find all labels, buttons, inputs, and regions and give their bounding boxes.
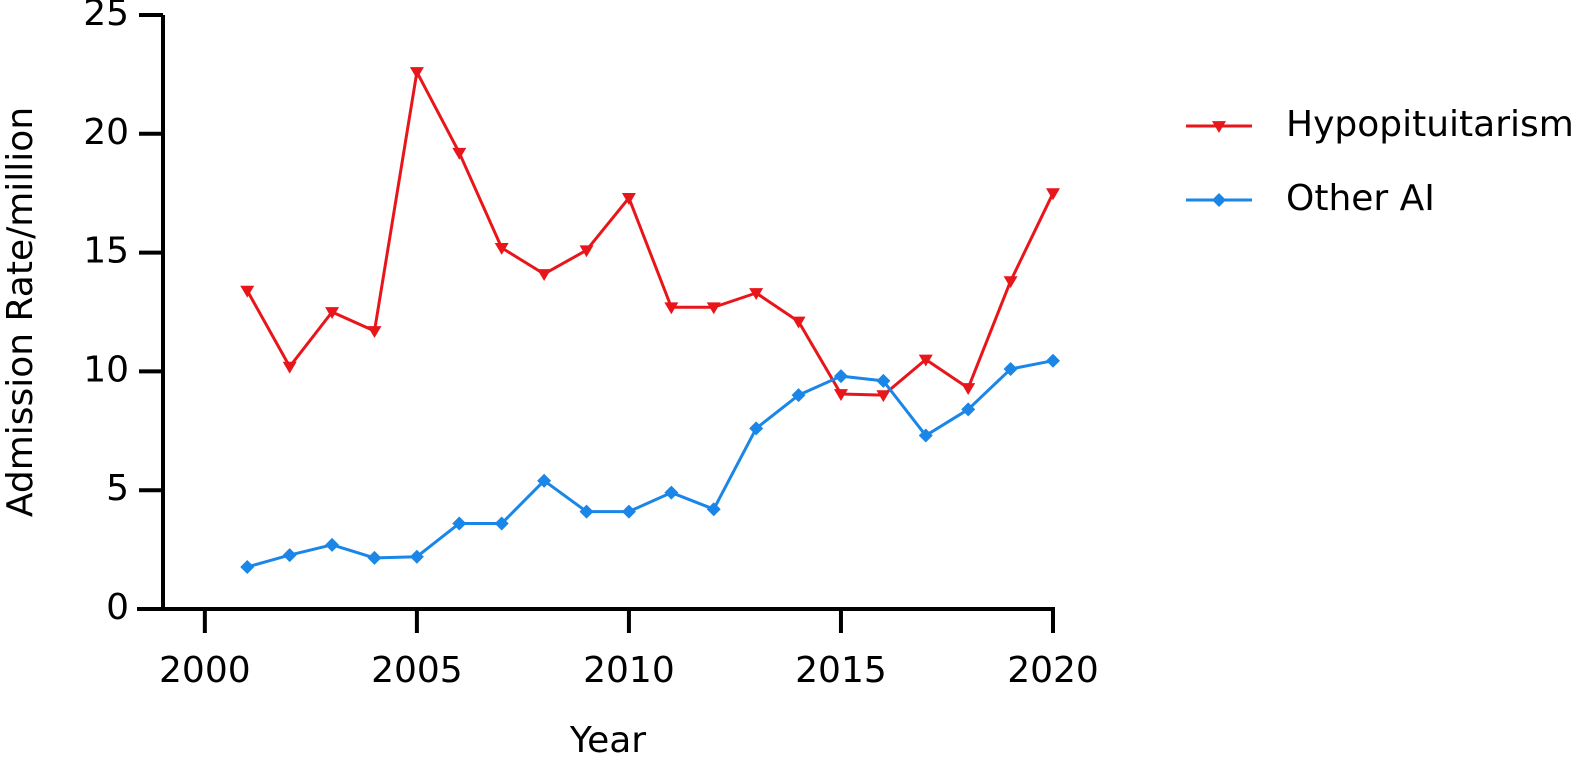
marker [367, 550, 382, 565]
marker [494, 242, 509, 255]
x-tick-label: 2015 [795, 650, 887, 691]
marker [1046, 188, 1060, 201]
marker [1003, 362, 1018, 377]
marker [409, 67, 424, 80]
marker [833, 369, 848, 384]
marker [579, 504, 594, 519]
marker [240, 559, 255, 574]
marker [961, 383, 976, 396]
marker [282, 548, 297, 563]
marker [706, 502, 721, 517]
marker [833, 389, 848, 401]
marker [1003, 276, 1018, 289]
series-line [245, 70, 1055, 397]
x-tick-label: 2010 [583, 650, 675, 691]
marker [452, 147, 467, 160]
marker [240, 285, 255, 298]
marker [918, 354, 933, 367]
marker [749, 421, 764, 436]
series-line [246, 359, 1054, 569]
marker [876, 390, 891, 403]
marker [791, 316, 806, 329]
x-tick-label: 2020 [1007, 650, 1099, 691]
y-tick-label: 5 [106, 468, 129, 509]
marker [494, 516, 509, 531]
marker [325, 307, 340, 319]
x-tick-label: 2005 [371, 650, 463, 691]
marker [537, 269, 552, 281]
marker [621, 504, 636, 519]
marker [282, 361, 297, 374]
marker [537, 473, 552, 488]
x-axis-label: Year [569, 720, 646, 761]
marker [1212, 193, 1226, 207]
marker [367, 326, 382, 339]
legend-label: Hypopituitarism [1286, 104, 1574, 145]
marker [791, 388, 806, 403]
marker [1212, 121, 1226, 133]
marker [664, 302, 679, 315]
y-tick-label: 0 [106, 587, 129, 628]
y-tick-label: 20 [83, 112, 129, 153]
y-tick-label: 15 [83, 231, 129, 272]
marker [664, 485, 679, 500]
marker [876, 373, 891, 388]
marker [409, 549, 424, 564]
legend-label: Other AI [1286, 178, 1435, 219]
marker [621, 193, 636, 205]
y-axis-label: Admission Rate/million [0, 107, 41, 517]
marker [961, 402, 976, 417]
marker [579, 245, 594, 258]
y-tick-label: 25 [83, 0, 129, 34]
x-tick-label: 2000 [159, 650, 251, 691]
marker [325, 537, 340, 552]
marker [452, 516, 467, 531]
marker [706, 302, 721, 315]
marker [749, 288, 764, 300]
marker [918, 428, 933, 443]
marker [1046, 353, 1060, 368]
y-tick-label: 10 [83, 349, 129, 390]
